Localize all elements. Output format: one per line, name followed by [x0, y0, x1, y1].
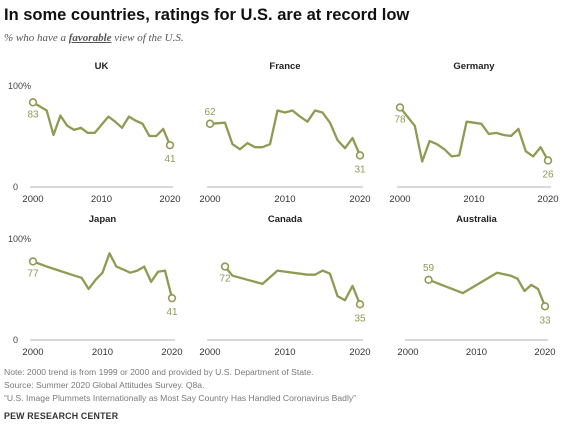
- footer-note: Note: 2000 trend is from 1999 or 2000 an…: [4, 367, 314, 377]
- x-tick-label-canada-2010: 2010: [274, 347, 295, 358]
- start-point-marker-germany: [395, 103, 405, 112]
- end-value-label-canada: 35: [354, 313, 366, 324]
- subtitle-suffix: view of the U.S.: [111, 32, 184, 44]
- start-value-label-uk: 83: [27, 109, 39, 120]
- start-point-marker-uk: [28, 98, 38, 107]
- series-line-germany: [398, 106, 550, 163]
- x-tick-label-canada-2000: 2000: [199, 347, 220, 358]
- series-line-uk: [31, 101, 172, 147]
- y-tick-label-japan-bottom: 0: [13, 335, 18, 345]
- start-point-marker-france: [205, 119, 215, 128]
- x-tick-label-france-2000: 2000: [199, 194, 220, 205]
- x-tick-label-uk-2000: 2000: [22, 194, 43, 205]
- end-point-marker-canada: [355, 300, 365, 309]
- x-tick-label-uk-2010: 2010: [91, 194, 112, 205]
- series-line-japan: [31, 252, 174, 300]
- x-tick-label-australia-2010: 2010: [466, 347, 487, 358]
- end-point-marker-uk: [165, 140, 175, 150]
- series-line-australia: [427, 271, 547, 308]
- y-tick-label-japan-top: 100%: [8, 234, 31, 244]
- footer-report-title: “U.S. Image Plummets Internationally as …: [4, 393, 357, 403]
- start-point-marker-japan: [28, 257, 38, 266]
- end-value-label-japan: 41: [166, 307, 178, 318]
- panel-title-japan: Japan: [89, 214, 117, 225]
- end-point-marker-japan: [167, 293, 177, 303]
- start-point-marker-canada: [220, 262, 230, 271]
- x-tick-label-germany-2020: 2020: [537, 194, 558, 205]
- end-value-label-uk: 41: [164, 154, 176, 165]
- start-value-label-france: 62: [204, 107, 216, 118]
- end-point-marker-france: [355, 151, 365, 160]
- x-tick-label-japan-2020: 2020: [161, 347, 182, 358]
- end-value-label-france: 31: [354, 164, 366, 175]
- end-value-label-australia: 33: [539, 315, 551, 326]
- panel-title-canada: Canada: [268, 214, 303, 225]
- end-point-marker-germany: [543, 156, 553, 165]
- panel-title-france: France: [269, 61, 300, 72]
- x-tick-label-france-2020: 2020: [349, 194, 370, 205]
- end-point-marker-australia: [540, 302, 550, 311]
- chart-title: In some countries, ratings for U.S. are …: [4, 6, 410, 24]
- x-tick-label-uk-2020: 2020: [159, 194, 180, 205]
- panel-title-uk: UK: [95, 61, 109, 72]
- org-name: PEW RESEARCH CENTER: [4, 411, 119, 421]
- subtitle-prefix: % who have a: [4, 32, 69, 44]
- x-tick-label-germany-2000: 2000: [389, 194, 410, 205]
- x-tick-label-australia-2000: 2000: [397, 347, 418, 358]
- x-tick-label-germany-2010: 2010: [463, 194, 484, 205]
- x-tick-label-australia-2020: 2020: [534, 347, 555, 358]
- panel-title-australia: Australia: [456, 214, 497, 225]
- series-line-canada: [223, 265, 362, 306]
- y-tick-label-uk-bottom: 0: [13, 182, 18, 192]
- subtitle-emphasis: favorable: [68, 32, 112, 44]
- start-point-marker-australia: [424, 275, 433, 285]
- start-value-label-germany: 78: [394, 114, 406, 125]
- footer-source: Source: Summer 2020 Global Attitudes Sur…: [4, 380, 205, 390]
- start-value-label-canada: 72: [219, 274, 231, 285]
- x-tick-label-japan-2000: 2000: [22, 347, 43, 358]
- chart-subtitle: % who have a favorable view of the U.S.: [4, 32, 184, 44]
- end-value-label-germany: 26: [542, 169, 554, 180]
- series-line-france: [208, 109, 362, 157]
- x-tick-label-france-2010: 2010: [274, 194, 295, 205]
- x-tick-label-japan-2010: 2010: [92, 347, 113, 358]
- y-tick-label-uk-top: 100%: [8, 81, 31, 91]
- x-tick-label-canada-2020: 2020: [349, 347, 370, 358]
- start-value-label-japan: 77: [27, 268, 39, 279]
- panel-title-germany: Germany: [453, 61, 495, 72]
- start-value-label-australia: 59: [423, 263, 435, 274]
